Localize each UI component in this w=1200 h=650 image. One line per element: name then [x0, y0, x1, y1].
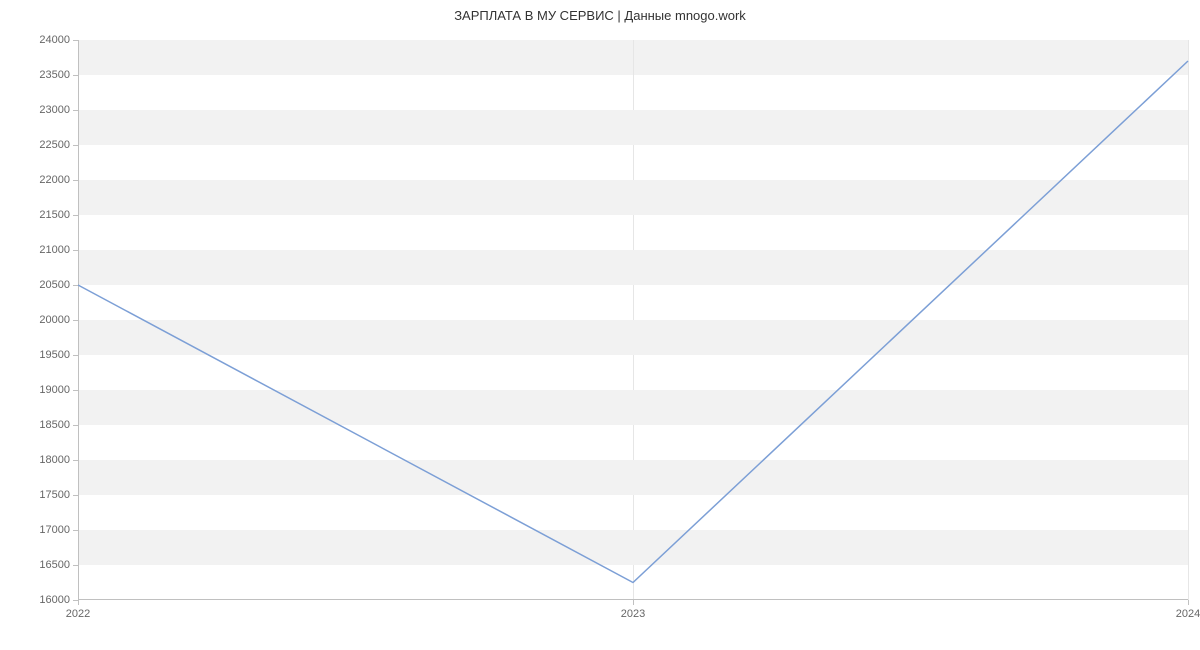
y-tick-mark	[73, 215, 78, 216]
y-tick-label: 22000	[39, 174, 70, 186]
x-tick-label: 2024	[1176, 608, 1200, 620]
y-tick-label: 23000	[39, 104, 70, 116]
y-tick-mark	[73, 425, 78, 426]
y-tick-mark	[73, 565, 78, 566]
y-tick-mark	[73, 495, 78, 496]
y-tick-label: 21000	[39, 244, 70, 256]
x-tick-mark	[633, 600, 634, 605]
y-tick-mark	[73, 145, 78, 146]
x-tick-label: 2022	[66, 608, 90, 620]
plot-area: 1600016500170001750018000185001900019500…	[78, 40, 1188, 600]
y-tick-label: 20000	[39, 314, 70, 326]
y-tick-mark	[73, 355, 78, 356]
y-tick-label: 17000	[39, 524, 70, 536]
y-tick-label: 24000	[39, 34, 70, 46]
y-tick-label: 17500	[39, 489, 70, 501]
y-tick-label: 19500	[39, 349, 70, 361]
y-tick-mark	[73, 250, 78, 251]
y-tick-mark	[73, 530, 78, 531]
y-tick-label: 20500	[39, 279, 70, 291]
y-tick-label: 18500	[39, 419, 70, 431]
y-tick-label: 16000	[39, 594, 70, 606]
x-tick-label: 2023	[621, 608, 645, 620]
salary-chart: ЗАРПЛАТА В МУ СЕРВИС | Данные mnogo.work…	[0, 0, 1200, 650]
x-tick-mark	[1188, 600, 1189, 605]
y-tick-label: 22500	[39, 139, 70, 151]
y-tick-mark	[73, 285, 78, 286]
y-tick-mark	[73, 390, 78, 391]
x-grid-line	[1188, 40, 1189, 600]
y-tick-label: 16500	[39, 559, 70, 571]
y-tick-label: 19000	[39, 384, 70, 396]
y-tick-label: 21500	[39, 209, 70, 221]
series-line	[78, 61, 1188, 583]
y-tick-label: 18000	[39, 454, 70, 466]
chart-title: ЗАРПЛАТА В МУ СЕРВИС | Данные mnogo.work	[0, 8, 1200, 23]
y-tick-mark	[73, 460, 78, 461]
y-tick-mark	[73, 110, 78, 111]
y-tick-mark	[73, 180, 78, 181]
y-tick-mark	[73, 40, 78, 41]
x-tick-mark	[78, 600, 79, 605]
line-series	[78, 40, 1188, 600]
y-tick-mark	[73, 320, 78, 321]
y-tick-label: 23500	[39, 69, 70, 81]
y-tick-mark	[73, 75, 78, 76]
